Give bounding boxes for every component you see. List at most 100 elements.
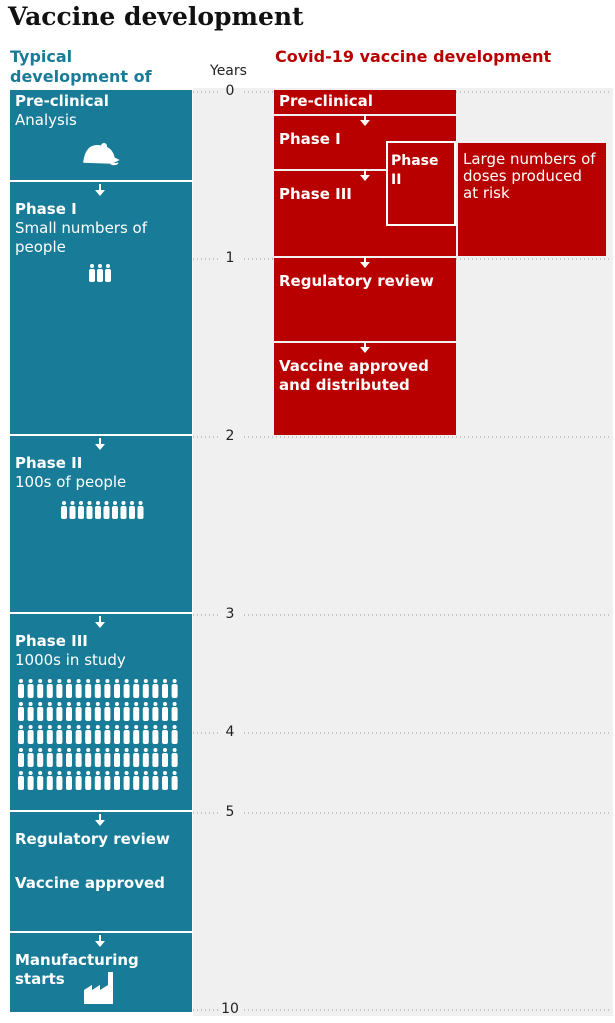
person-head	[124, 702, 129, 706]
stage-text: Analysis	[15, 111, 77, 129]
person-head	[96, 501, 100, 505]
arrow-head	[360, 120, 370, 126]
person-head	[57, 679, 62, 683]
stage-text: 1000s in study	[15, 651, 126, 669]
person-head	[172, 771, 177, 775]
person-body	[142, 684, 149, 698]
person-head	[79, 501, 83, 505]
arrow-head	[360, 175, 370, 181]
tick-label: 1	[225, 250, 235, 266]
person-head	[67, 702, 71, 706]
person-head	[76, 748, 81, 752]
person-body	[37, 684, 44, 698]
person-body	[97, 269, 103, 282]
person-head	[57, 725, 62, 729]
person-body	[142, 730, 149, 744]
person-head	[143, 702, 148, 706]
person-body	[142, 776, 149, 790]
person-head	[138, 501, 143, 505]
person-head	[163, 748, 167, 752]
stage-text: Small numbers of people	[15, 219, 148, 256]
person-head	[47, 748, 52, 752]
person-body	[37, 707, 44, 721]
note-box: Large numbers of doses produced at risk	[458, 143, 606, 256]
person-body	[66, 730, 72, 744]
covid-stage: Pre-clinical	[274, 90, 456, 114]
person-body	[133, 707, 140, 721]
person-body	[94, 707, 101, 721]
person-body	[27, 753, 34, 767]
person-head	[172, 679, 177, 683]
person-head	[153, 725, 158, 729]
person-body	[104, 684, 111, 698]
person-head	[95, 748, 100, 752]
person-head	[95, 702, 100, 706]
person-head	[19, 679, 23, 683]
stage-title: Pre-clinical	[279, 92, 373, 110]
person-body	[171, 776, 178, 790]
person-body	[75, 730, 82, 744]
person-head	[124, 679, 129, 683]
person-body	[162, 753, 168, 767]
person-body	[104, 753, 111, 767]
person-body	[56, 776, 63, 790]
arrow-head	[360, 347, 370, 353]
person-head	[90, 264, 94, 268]
person-body	[61, 506, 67, 519]
person-body	[37, 776, 44, 790]
mouse-ear	[101, 143, 107, 149]
person-body	[152, 684, 159, 698]
stage-title: Phase I	[15, 200, 77, 218]
person-head	[47, 679, 52, 683]
person-body	[152, 753, 159, 767]
person-head	[38, 771, 43, 775]
person-body	[133, 684, 140, 698]
person-body	[162, 776, 168, 790]
mouse-icon	[83, 145, 120, 166]
covid-stage: Vaccine approved and distributed	[274, 343, 456, 435]
person-body	[27, 730, 34, 744]
person-body	[123, 684, 130, 698]
arrow-head	[95, 622, 105, 628]
person-body	[123, 707, 130, 721]
person-body	[75, 684, 82, 698]
person-body	[78, 506, 84, 519]
factory-icon	[84, 972, 113, 1004]
person-head	[95, 725, 100, 729]
stage-title: Regulatory review	[15, 830, 170, 848]
person-body	[114, 730, 120, 744]
person-head	[163, 702, 167, 706]
person-head	[115, 771, 119, 775]
person-body	[56, 684, 63, 698]
stage-title: Manufacturing starts	[15, 951, 139, 988]
person-head	[115, 679, 119, 683]
person-head	[19, 748, 23, 752]
stage-text: 100s of people	[15, 473, 127, 491]
person-head	[19, 702, 23, 706]
person-head	[105, 702, 110, 706]
person-head	[153, 771, 158, 775]
person-head	[76, 725, 81, 729]
person-body	[66, 753, 72, 767]
person-head	[153, 748, 158, 752]
person-head	[86, 725, 91, 729]
tick-label: 10	[221, 1001, 239, 1017]
person-head	[28, 679, 33, 683]
person-body	[94, 684, 101, 698]
person-body	[85, 684, 92, 698]
tick-label: 4	[225, 724, 235, 740]
person-body	[162, 684, 168, 698]
person-head	[57, 771, 62, 775]
person-head	[113, 501, 117, 505]
person-body	[37, 730, 44, 744]
person-head	[172, 748, 177, 752]
person-body	[75, 753, 82, 767]
person-head	[57, 748, 62, 752]
stage-title: Vaccine approved and distributed	[279, 357, 429, 394]
person-head	[19, 771, 23, 775]
person-head	[57, 702, 62, 706]
stage-subtitle: Vaccine approved	[15, 874, 165, 892]
person-body	[85, 707, 92, 721]
person-head	[95, 771, 100, 775]
